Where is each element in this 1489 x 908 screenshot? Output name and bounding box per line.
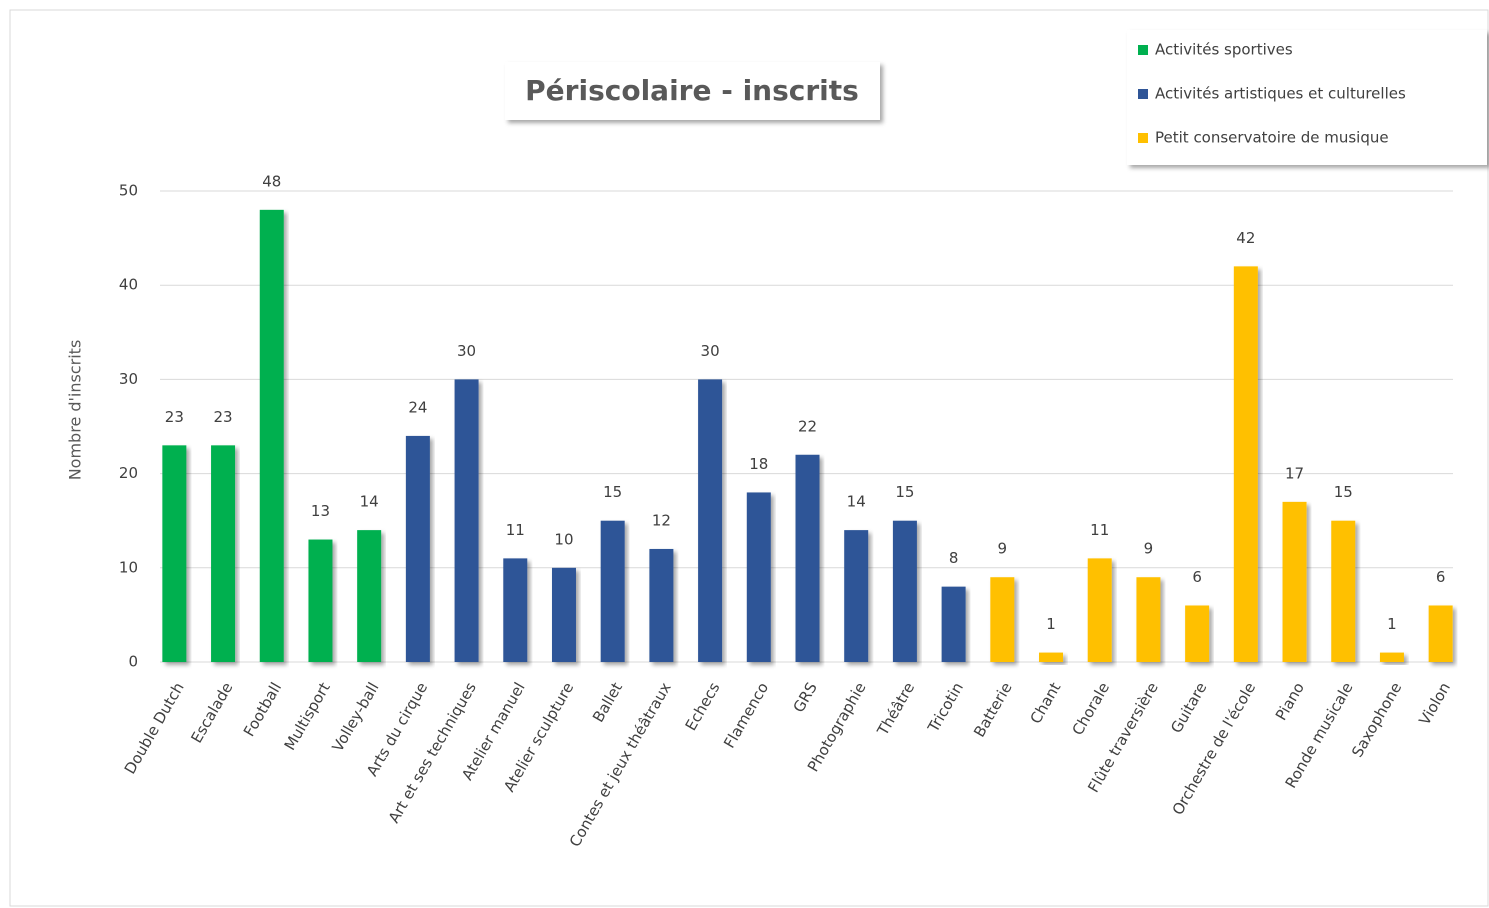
data-label: 24 <box>408 398 427 416</box>
legend-label: Activités artistiques et culturelles <box>1155 85 1406 103</box>
y-axis-label: Nombre d'inscrits <box>66 340 85 481</box>
y-tick-label: 40 <box>119 276 138 294</box>
legend-swatch <box>1138 133 1148 143</box>
data-label: 30 <box>457 342 476 360</box>
bar <box>1136 577 1161 662</box>
bar <box>405 435 430 662</box>
bar <box>1185 605 1210 662</box>
y-tick-label: 50 <box>119 182 138 200</box>
bar <box>454 379 479 662</box>
bar <box>357 530 382 662</box>
bar <box>1428 605 1453 662</box>
data-label: 14 <box>360 493 379 511</box>
y-tick-label: 20 <box>119 464 138 482</box>
data-label: 23 <box>165 408 184 426</box>
data-label: 23 <box>214 408 233 426</box>
bar <box>211 445 236 662</box>
data-label: 30 <box>701 342 720 360</box>
bar <box>1282 501 1307 662</box>
bar <box>1233 266 1258 662</box>
data-label: 11 <box>1090 521 1109 539</box>
legend-label: Petit conservatoire de musique <box>1155 129 1389 147</box>
bar <box>308 539 333 662</box>
chart-title: Périscolaire - inscrits <box>525 74 859 107</box>
bar <box>259 209 284 662</box>
bar <box>503 558 528 662</box>
bar <box>1087 558 1112 662</box>
data-label: 6 <box>1192 568 1202 586</box>
legend-swatch <box>1138 89 1148 99</box>
y-tick-label: 30 <box>119 370 138 388</box>
bar <box>941 586 966 662</box>
bar <box>990 577 1015 662</box>
data-label: 12 <box>652 511 671 529</box>
data-label: 1 <box>1046 615 1056 633</box>
data-label: 22 <box>798 417 817 435</box>
data-label: 8 <box>949 549 959 567</box>
data-label: 9 <box>1144 540 1154 558</box>
bar <box>698 379 723 662</box>
data-label: 15 <box>1334 483 1353 501</box>
data-label: 1 <box>1387 615 1397 633</box>
bar <box>795 454 820 662</box>
bar <box>649 548 674 662</box>
data-label: 9 <box>998 540 1008 558</box>
bar <box>746 492 771 662</box>
data-label: 42 <box>1236 229 1255 247</box>
data-label: 10 <box>554 530 573 548</box>
y-tick-label: 10 <box>119 558 138 576</box>
data-label: 18 <box>749 455 768 473</box>
bar <box>892 520 917 662</box>
legend-box <box>1127 30 1487 165</box>
bar <box>551 567 576 662</box>
title-box <box>505 62 880 120</box>
data-label: 6 <box>1436 568 1446 586</box>
data-label: 15 <box>895 483 914 501</box>
bar <box>600 520 625 662</box>
bar <box>1379 652 1404 662</box>
data-label: 17 <box>1285 464 1304 482</box>
data-label: 48 <box>262 172 281 190</box>
data-label: 11 <box>506 521 525 539</box>
bar <box>844 530 869 662</box>
legend-swatch <box>1138 45 1148 55</box>
data-label: 14 <box>847 493 866 511</box>
bar <box>1039 652 1064 662</box>
y-tick-label: 0 <box>128 653 138 671</box>
data-label: 13 <box>311 502 330 520</box>
legend-label: Activités sportives <box>1155 41 1293 59</box>
bar <box>1331 520 1356 662</box>
data-label: 15 <box>603 483 622 501</box>
bar <box>162 445 187 662</box>
